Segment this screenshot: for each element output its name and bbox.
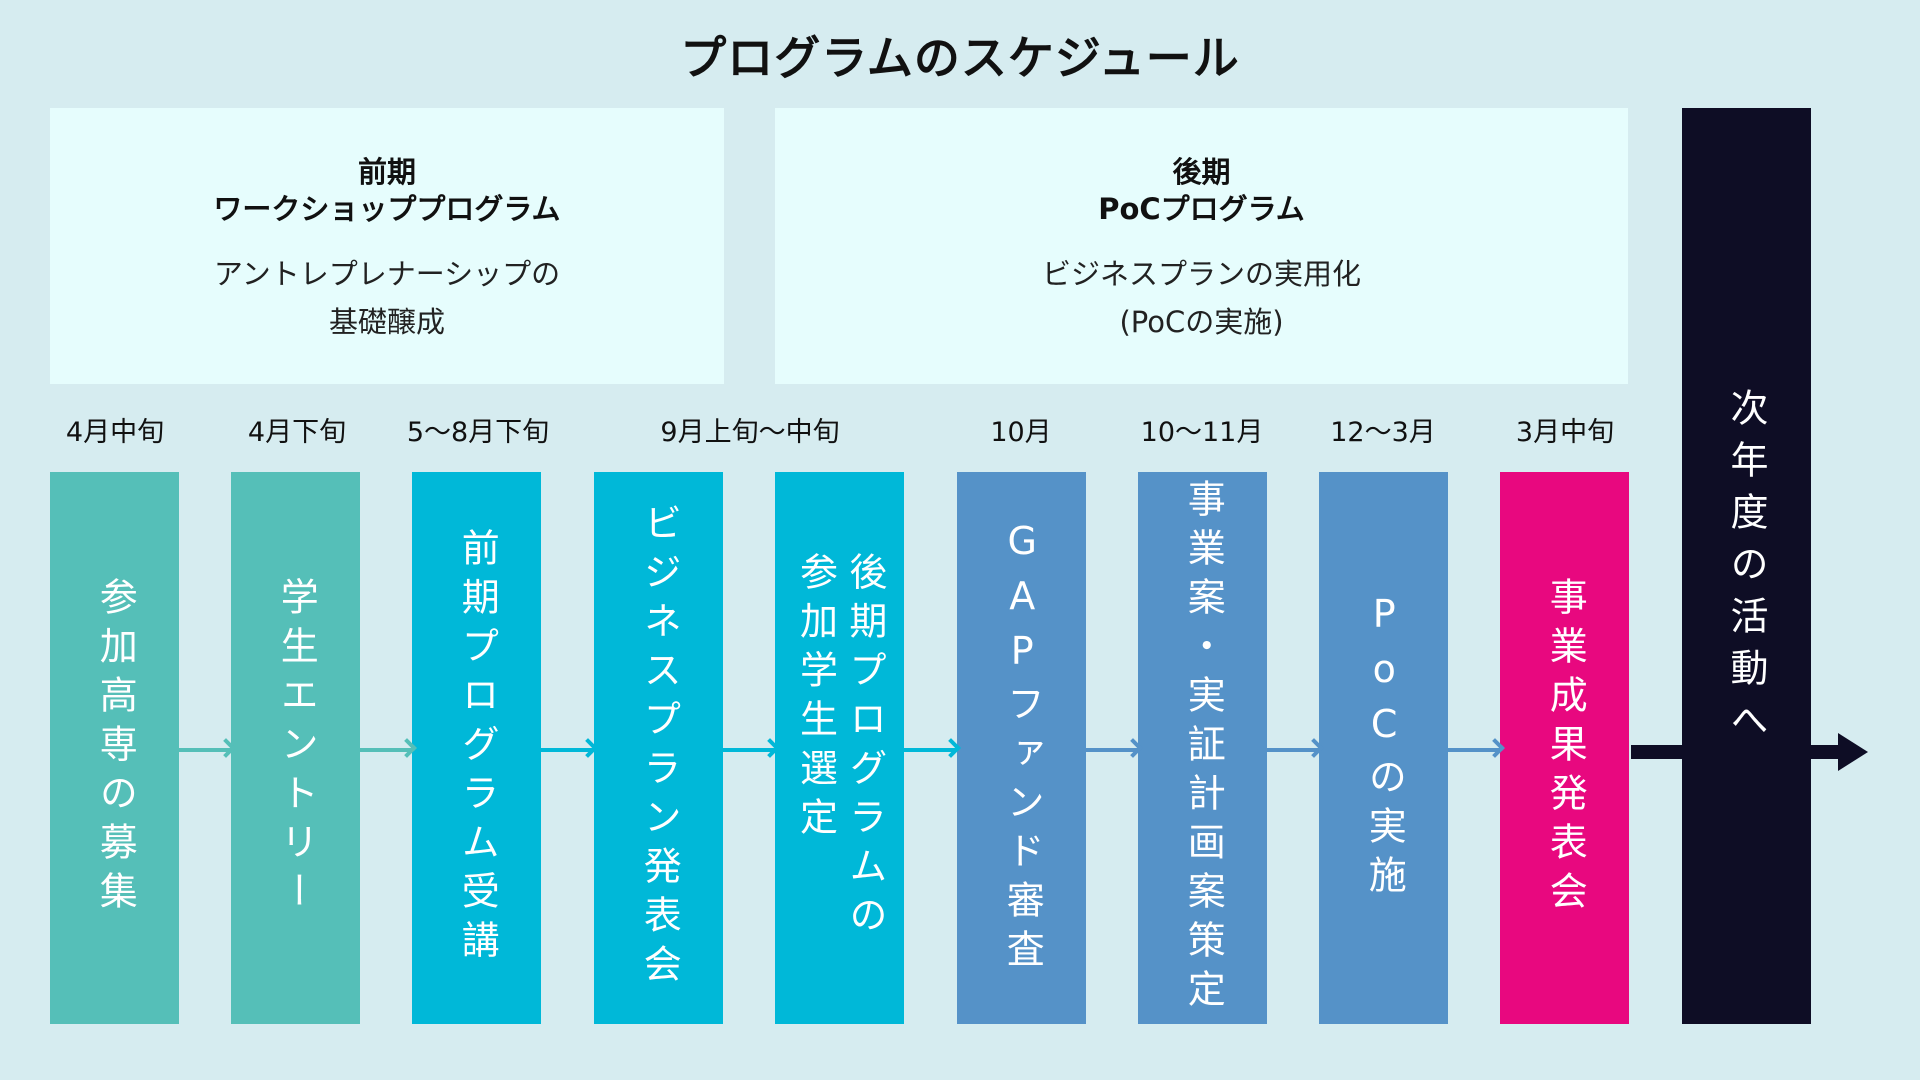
step-label: 参加高専の募集 (93, 576, 138, 920)
phase-first-box: 前期 ワークショッププログラム アントレプレナーシップの 基礎醸成 (50, 108, 724, 384)
step-box-5: 後期プログラムの 参加学生選定 (775, 472, 904, 1024)
phase-first-desc-1: アントレプレナーシップの (213, 257, 561, 291)
phase-second-heading: 後期 PoCプログラム (775, 154, 1628, 228)
date-label-4: 9月上旬〜中旬 (660, 417, 840, 448)
step-label: GAPファンド審査 (1000, 518, 1045, 978)
step-box-9: 事業成果発表会 (1500, 472, 1629, 1024)
step-label: 事業案・実証計画案策定 (1181, 478, 1226, 1018)
phase-first-desc-2: 基礎醸成 (328, 305, 445, 339)
arrow-connector-4 (723, 738, 780, 758)
step-label: ビジネスプラン発表会 (637, 503, 682, 993)
step-label: 前期プログラム受講 (455, 527, 500, 969)
arrow-connector-7 (1267, 738, 1324, 758)
step-box-3: 前期プログラム受講 (412, 472, 541, 1024)
date-label-6: 10〜11月 (1140, 417, 1264, 448)
arrow-connector-5 (904, 738, 961, 758)
phase-first-heading-1: 前期 (357, 155, 416, 189)
step-label: 学生エントリー (274, 576, 319, 920)
phase-second-description: ビジネスプランの実用化 (PoCの実施) (775, 250, 1628, 346)
step-box-4: ビジネスプラン発表会 (594, 472, 723, 1024)
step-label: 事業成果発表会 (1543, 576, 1588, 920)
step-box-6: GAPファンド審査 (957, 472, 1086, 1024)
final-arrow-head-icon (1838, 733, 1868, 771)
arrow-connector-8 (1448, 738, 1505, 758)
phase-second-heading-1: 後期 (1172, 155, 1231, 189)
step-box-2: 学生エントリー (231, 472, 360, 1024)
step-box-1: 参加高専の募集 (50, 472, 179, 1024)
arrow-connector-3 (541, 738, 598, 758)
arrow-connector-6 (1086, 738, 1143, 758)
phase-first-heading: 前期 ワークショッププログラム (50, 154, 724, 228)
date-label-2: 4月下旬 (247, 417, 347, 448)
phase-first-description: アントレプレナーシップの 基礎醸成 (50, 250, 724, 346)
date-label-8: 3月中旬 (1515, 417, 1615, 448)
step-box-7: 事業案・実証計画案策定 (1138, 472, 1267, 1024)
phase-first-heading-2: ワークショッププログラム (213, 192, 561, 226)
page-title: プログラムのスケジュール (680, 31, 1240, 85)
arrow-connector-1 (179, 738, 236, 758)
step-box-8: PoCの実施 (1319, 472, 1448, 1024)
next-year-box: 次年度の活動へ (1682, 108, 1811, 1024)
date-label-7: 12〜3月 (1330, 417, 1436, 448)
step-label: 後期プログラムの 参加学生選定 (793, 552, 887, 944)
date-label-3: 5〜8月下旬 (406, 417, 550, 448)
phase-second-box: 後期 PoCプログラム ビジネスプランの実用化 (PoCの実施) (775, 108, 1628, 384)
phase-second-desc-2: (PoCの実施) (1119, 305, 1284, 339)
arrow-connector-2 (360, 738, 417, 758)
step-label: PoCの実施 (1362, 592, 1407, 904)
date-label-1: 4月中旬 (65, 417, 165, 448)
phase-second-heading-2: PoCプログラム (1098, 192, 1305, 226)
date-label-5: 10月 (990, 417, 1052, 448)
next-year-label: 次年度の活動へ (1724, 388, 1768, 752)
phase-second-desc-1: ビジネスプランの実用化 (1041, 257, 1361, 291)
